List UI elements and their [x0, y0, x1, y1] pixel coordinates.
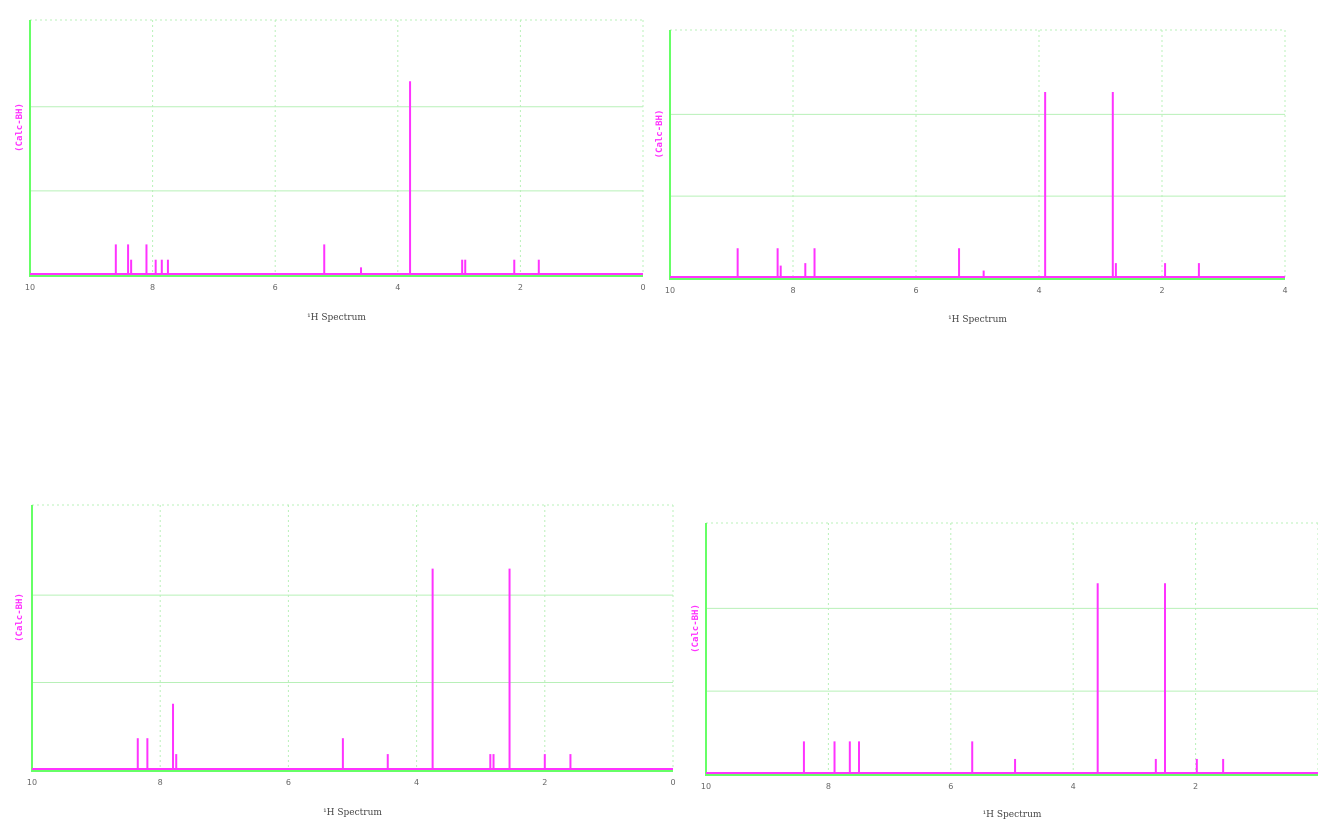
- x-tick-label: 4: [1036, 286, 1041, 295]
- x-tick-label: 8: [150, 283, 155, 292]
- x-tick-label: 8: [790, 286, 795, 295]
- x-tick-label: 0: [670, 778, 675, 787]
- x-axis-label: ¹H Spectrum: [948, 315, 1007, 325]
- y-axis-label: (Calc-BH): [15, 103, 25, 152]
- x-axis-label: ¹H Spectrum: [323, 808, 382, 818]
- x-tick-label: 4: [414, 778, 419, 787]
- spectrum-chart-4: 10 8 6 4 2 ¹H Spectrum (Calc-BH): [691, 522, 1318, 820]
- x-tick-label: 6: [948, 782, 953, 791]
- x-tick-label: 6: [913, 286, 918, 295]
- x-tick-label: 6: [273, 283, 278, 292]
- x-tick-label: 4: [1282, 286, 1287, 295]
- x-axis-label: ¹H Spectrum: [983, 810, 1042, 820]
- y-axis-label: (Calc-BH): [655, 110, 665, 159]
- x-tick-label: 0: [640, 283, 645, 292]
- spectrum-chart-2: 10 8 6 4 2 4 ¹H Spectrum (Calc-BH): [655, 29, 1288, 325]
- x-tick-label: 10: [25, 283, 35, 292]
- x-tick-label: 10: [701, 782, 711, 791]
- x-tick-label: 10: [665, 286, 675, 295]
- x-tick-label: 2: [1159, 286, 1164, 295]
- y-axis-label: (Calc-BH): [15, 593, 25, 642]
- x-tick-label: 2: [542, 778, 547, 787]
- x-tick-label: 2: [518, 283, 523, 292]
- x-tick-label: 6: [286, 778, 291, 787]
- x-tick-label: 10: [27, 778, 37, 787]
- x-tick-label: 2: [1193, 782, 1198, 791]
- x-axis-label: ¹H Spectrum: [307, 313, 366, 323]
- x-tick-label: 8: [158, 778, 163, 787]
- x-tick-label: 4: [1071, 782, 1076, 791]
- x-tick-label: 4: [395, 283, 400, 292]
- spectrum-chart-1: 10 8 6 4 2 0 ¹H Spectrum (Calc-BH): [15, 19, 646, 323]
- spectrum-chart-3: 10 8 6 4 2 0 ¹H Spectrum (Calc-BH): [15, 504, 676, 818]
- y-axis-label: (Calc-BH): [691, 604, 701, 653]
- x-tick-label: 8: [826, 782, 831, 791]
